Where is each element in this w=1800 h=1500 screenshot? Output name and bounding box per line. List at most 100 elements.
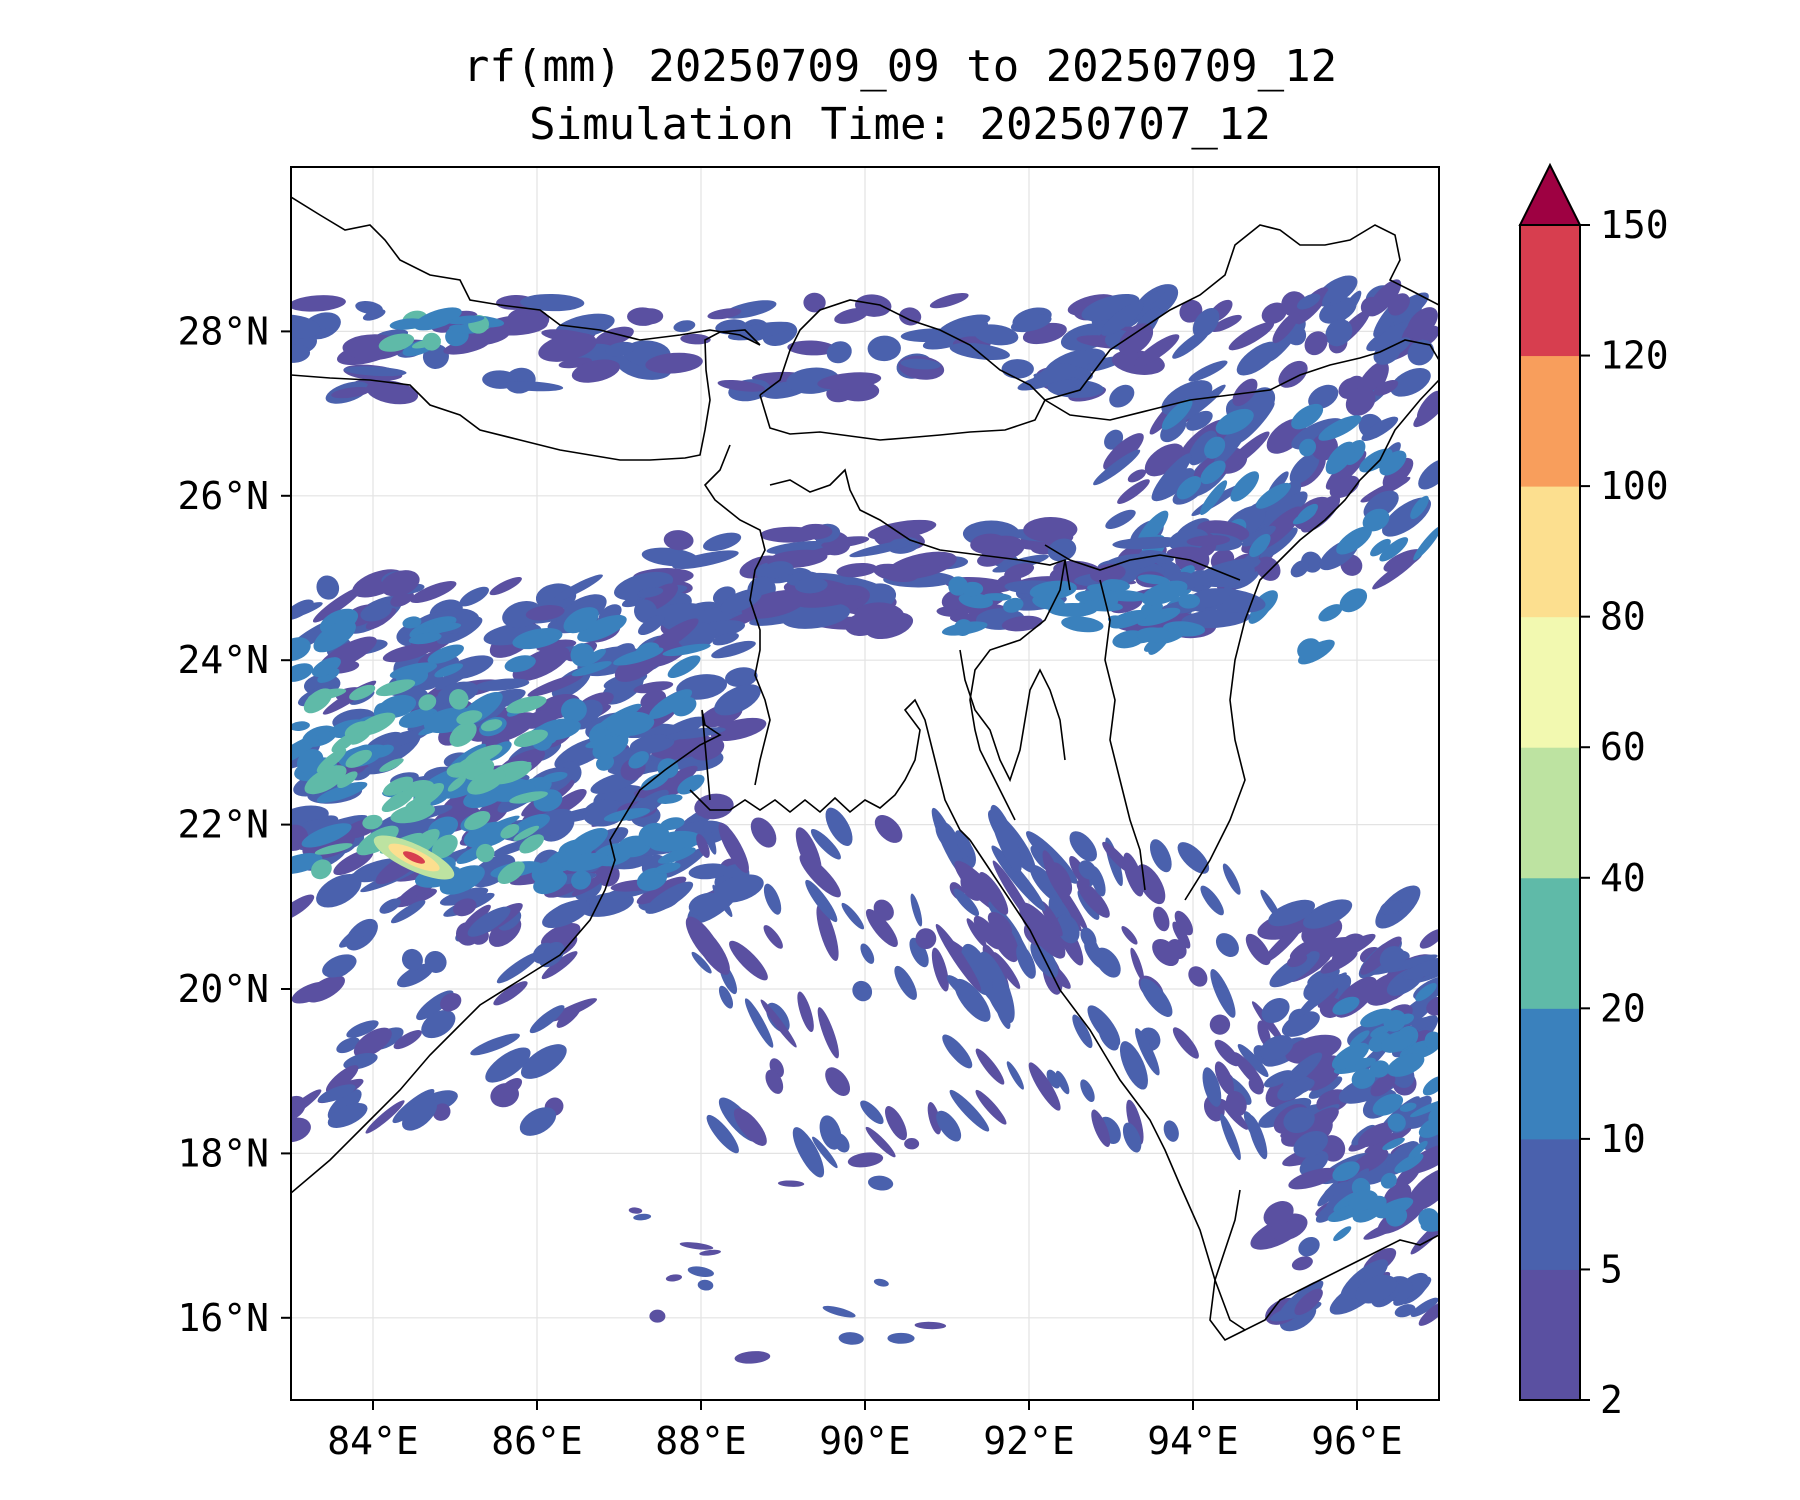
rain-cell [1331, 933, 1376, 961]
rain-cell [915, 928, 937, 950]
rain-cell [360, 602, 392, 622]
rain-cell [763, 925, 783, 949]
rain-cell [1069, 831, 1097, 862]
rain-cell [1263, 1201, 1294, 1228]
rain-cell [691, 951, 712, 974]
rain-cell [606, 711, 655, 737]
rain-cell [316, 873, 362, 908]
rain-cell [1359, 448, 1393, 473]
rain-cell [694, 793, 734, 820]
rain-cell [542, 900, 590, 929]
rain-cell [1019, 902, 1066, 959]
rain-cell [346, 1020, 379, 1038]
rain-cell [1379, 946, 1406, 971]
rain-cell [1308, 384, 1339, 410]
rain-cell [1048, 602, 1097, 617]
colorbar-tick-label: 10 [1600, 1117, 1646, 1161]
rain-cell [849, 539, 917, 558]
rain-cell [978, 871, 1009, 915]
rain-cell [390, 803, 436, 824]
rain-cell [1360, 296, 1381, 317]
rain-cell [349, 684, 376, 701]
rain-cell [571, 359, 621, 383]
rain-cell [910, 893, 923, 927]
rain-cell [378, 333, 415, 352]
rain-cell [1141, 580, 1188, 606]
rain-cell [1261, 998, 1290, 1024]
rain-cell [1299, 438, 1317, 457]
rain-cell [680, 333, 711, 345]
rain-cell [1418, 458, 1439, 490]
rain-cell [1055, 1070, 1070, 1095]
rain-cell [1350, 1149, 1389, 1175]
rain-cell [865, 908, 898, 948]
rain-cell [1225, 1091, 1247, 1117]
coastline-myanmar-south [1209, 1189, 1246, 1342]
rain-cell [1122, 1122, 1142, 1153]
rain-cell [1385, 1206, 1408, 1227]
colorbar-segment [1520, 616, 1580, 748]
rain-cell [1285, 1078, 1315, 1096]
rain-cell [847, 1152, 884, 1168]
rain-cell [424, 950, 447, 973]
rain-cell [679, 1242, 714, 1250]
rain-cell [1117, 479, 1150, 505]
rain-cell [464, 744, 503, 765]
rain-cell [571, 661, 612, 677]
rain-cell [638, 822, 670, 847]
rain-cell [1410, 495, 1429, 520]
rain-cell [311, 657, 341, 677]
rain-cell [379, 898, 401, 914]
rain-cell [1293, 1130, 1329, 1158]
rain-cell [1370, 1074, 1396, 1097]
rain-cell [1211, 426, 1248, 470]
rain-cell [453, 898, 477, 917]
rain-cell [291, 314, 321, 339]
rain-cell [382, 643, 433, 663]
rain-cell [1406, 1168, 1439, 1212]
rain-cell [1370, 538, 1391, 557]
rain-cell [1251, 1001, 1285, 1045]
rain-cell [796, 588, 866, 608]
rain-cell [1093, 449, 1141, 486]
rain-cell [1387, 1053, 1425, 1077]
rain-cell [640, 772, 669, 791]
rain-cell [540, 923, 581, 948]
rain-cell [781, 602, 851, 629]
rain-cell [291, 1117, 311, 1143]
lat-tick-label: 28°N [177, 309, 269, 353]
rain-cell [1152, 939, 1180, 967]
rain-cell [1288, 1167, 1338, 1190]
rain-cell [1369, 1060, 1390, 1078]
rain-cell [1261, 302, 1287, 324]
rain-cell [434, 663, 464, 678]
rain-cell [714, 874, 764, 903]
rain-cell [712, 632, 739, 646]
rain-cell [1137, 574, 1170, 585]
rain-cell [1424, 1031, 1439, 1051]
rain-cell [1308, 1076, 1343, 1099]
rain-cell [1010, 314, 1052, 333]
rain-cell [1399, 1102, 1417, 1112]
rain-cell [301, 823, 352, 848]
rain-cell [1351, 1068, 1376, 1089]
rain-cell [1222, 863, 1241, 895]
border-nepal-north [291, 196, 761, 346]
rain-cell [1078, 860, 1097, 880]
rain-cell [322, 954, 357, 978]
colorbar-segment [1520, 225, 1580, 357]
rain-cell [688, 892, 726, 917]
rain-cell [667, 655, 701, 678]
rain-cell [1023, 517, 1078, 543]
rain-cell [316, 575, 340, 600]
rain-cell [317, 1084, 356, 1103]
rain-cell [316, 781, 368, 803]
rain-cell [1200, 460, 1226, 485]
rain-cell [504, 655, 536, 673]
rain-cell [1349, 1030, 1370, 1047]
rain-cell [665, 1274, 682, 1282]
rain-cell [750, 817, 777, 848]
rain-cell [529, 1005, 565, 1034]
rain-cell [1214, 1061, 1235, 1096]
rain-cell [1372, 1093, 1404, 1116]
